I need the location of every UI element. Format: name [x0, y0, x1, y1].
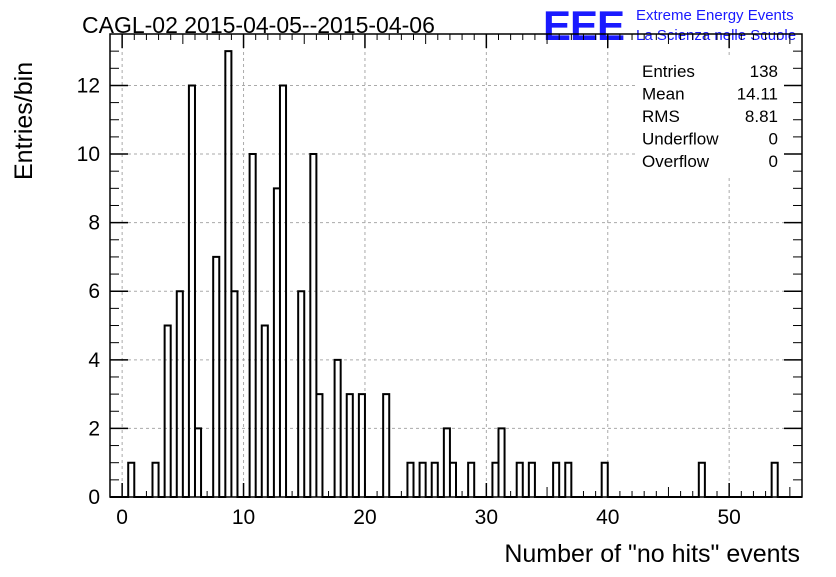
y-tick-label: 8 [88, 212, 100, 235]
stats-label: Underflow [642, 130, 719, 149]
histogram-bin [444, 428, 450, 497]
histogram-bin [450, 463, 456, 497]
histogram-bin [432, 463, 438, 497]
x-tick-label: 10 [232, 506, 255, 529]
plot-frame [109, 33, 803, 498]
histogram-bins [110, 50, 802, 498]
histogram-bin [407, 463, 413, 497]
stats-label: RMS [642, 107, 680, 126]
logo-letters: EEE [543, 2, 624, 49]
stats-label: Entries [642, 62, 695, 81]
histogram-bin [195, 428, 201, 497]
histogram-bin [213, 257, 219, 497]
histogram-bin [189, 85, 195, 497]
histogram-bin [165, 326, 171, 497]
histogram-bin [383, 394, 389, 497]
histogram-bin [225, 51, 231, 497]
y-tick-label: 2 [88, 417, 100, 440]
x-tick-label: 0 [116, 506, 128, 529]
histogram-bin [128, 463, 134, 497]
stats-value: 138 [750, 62, 778, 81]
x-tick-label: 40 [596, 506, 619, 529]
logo-line2: La Scienza nelle Scuole [636, 27, 796, 44]
histogram-bin [772, 463, 778, 497]
x-tick-label: 50 [717, 506, 740, 529]
histogram-bin [177, 291, 183, 497]
x-tick-label: 20 [353, 506, 376, 529]
histogram-bin [602, 463, 608, 497]
y-tick-label: 10 [77, 143, 100, 166]
histogram-bin [553, 463, 559, 497]
histogram-bin [492, 463, 498, 497]
eee-logo: EEE Extreme Energy Events La Scienza nel… [543, 2, 796, 49]
stats-value: 14.11 [737, 85, 778, 104]
stats-value: 8.81 [745, 107, 778, 126]
histogram-bin [517, 463, 523, 497]
histogram-bin [359, 394, 365, 497]
stats-value: 0 [769, 152, 778, 171]
axes-ticks: 0 10 20 30 40 50 0 2 4 6 8 10 12 [77, 33, 803, 529]
histogram-bin [316, 394, 322, 497]
y-tick-label: 12 [77, 74, 100, 97]
y-tick-label: 6 [88, 280, 100, 303]
histogram-bin [529, 463, 535, 497]
y-tick-label: 4 [88, 349, 100, 372]
stats-label: Overflow [642, 152, 710, 171]
histogram-bin [250, 154, 256, 497]
stats-box-background [637, 56, 784, 177]
histogram-bin [498, 428, 504, 497]
histogram-bin [347, 394, 353, 497]
histogram-bin [280, 85, 286, 497]
stats-box: Entries 138 Mean 14.11 RMS 8.81 Underflow 0 Over… [637, 56, 784, 177]
stats-value: 0 [769, 130, 778, 149]
histogram-bin [310, 154, 316, 497]
y-tick-label: 0 [88, 486, 100, 509]
histogram-bin [262, 326, 268, 497]
histogram-bin [565, 463, 571, 497]
x-axis-label: Number of "no hits" events [504, 540, 800, 568]
histogram-outline [110, 50, 802, 498]
stats-label: Mean [642, 85, 685, 104]
y-axis-label: Entries/bin [10, 62, 38, 180]
histogram-bin [298, 291, 304, 497]
x-tick-label: 30 [475, 506, 498, 529]
histogram-bin [231, 291, 237, 497]
histogram-bin [420, 463, 426, 497]
logo-line1: Extreme Energy Events [636, 7, 794, 24]
histogram-bin [152, 463, 158, 497]
histogram-bin [335, 360, 341, 497]
histogram-bin [274, 188, 280, 497]
histogram-bin [468, 463, 474, 497]
histogram-bin [699, 463, 705, 497]
